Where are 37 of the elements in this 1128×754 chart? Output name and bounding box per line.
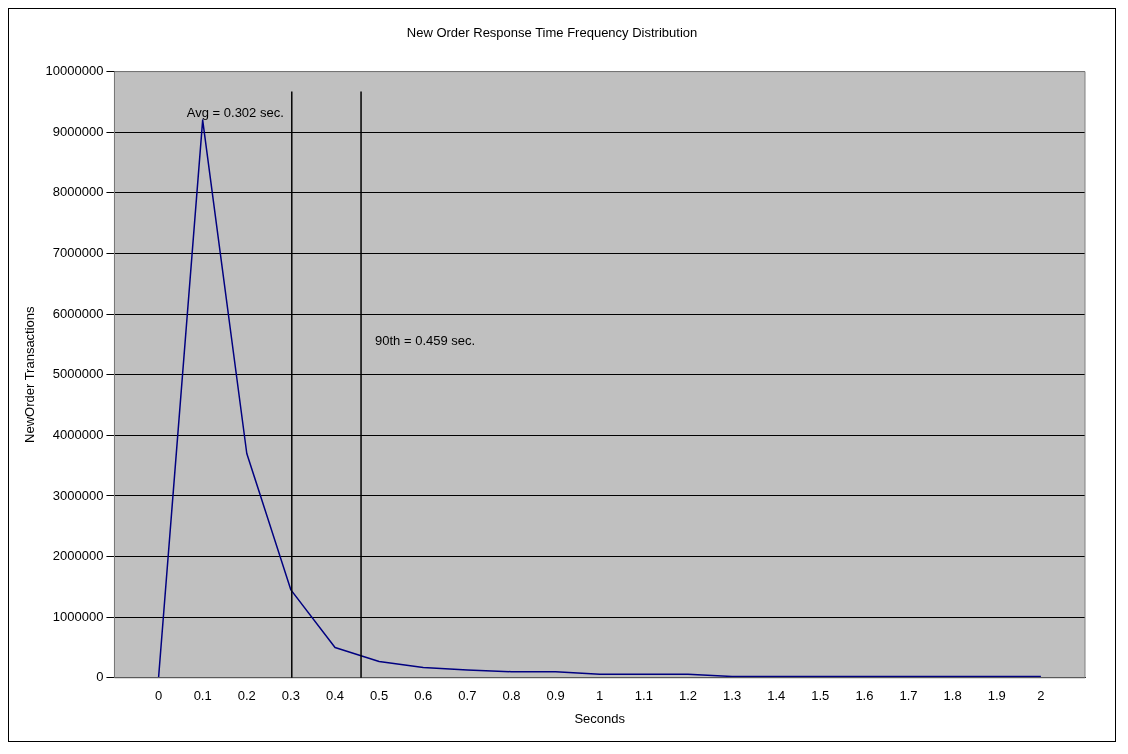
y-tick-label: 8000000 [52, 184, 104, 200]
x-tick-label: 0.9 [546, 688, 565, 704]
x-tick-label: 0.6 [414, 688, 433, 704]
x-tick-label: 0.3 [281, 688, 300, 704]
ref-line-label: Avg = 0.302 sec. [186, 105, 284, 121]
x-tick-label: 1.6 [855, 688, 874, 704]
x-tick-label: 0.4 [325, 688, 345, 704]
x-tick-label: 1.7 [899, 688, 918, 704]
y-tick-label: 5000000 [52, 366, 104, 382]
x-tick-label: 1.1 [634, 688, 653, 704]
x-tick-label: 2 [1037, 688, 1045, 704]
x-tick-label: 1.5 [811, 688, 830, 704]
x-tick-label: 1.4 [767, 688, 786, 704]
y-tick-label: 3000000 [52, 487, 104, 503]
y-tick-label: 0 [96, 669, 104, 685]
x-axis-title: Seconds [574, 710, 626, 726]
x-tick-label: 0.2 [237, 688, 256, 704]
y-tick-label: 1000000 [52, 608, 104, 624]
y-tick-label: 6000000 [52, 305, 104, 321]
y-tick-label: 9000000 [52, 123, 104, 139]
x-tick-label: 1.8 [943, 688, 962, 704]
chart-title: New Order Response Time Frequency Distribution [406, 25, 698, 41]
y-tick-label: 2000000 [52, 548, 104, 564]
x-tick-label: 0.7 [458, 688, 477, 704]
x-tick-label: 1 [596, 688, 604, 704]
y-tick-label: 10000000 [45, 63, 104, 79]
ref-line-label: 90th = 0.459 sec. [375, 333, 476, 349]
x-tick-label: 0.5 [370, 688, 389, 704]
x-tick-label: 1.9 [987, 688, 1006, 704]
x-tick-label: 0 [154, 688, 163, 704]
y-axis-title: NewOrder Transactions [22, 305, 38, 443]
y-tick-label: 7000000 [52, 245, 104, 261]
x-tick-label: 1.3 [723, 688, 742, 704]
y-tick-label: 4000000 [52, 426, 104, 442]
x-tick-label: 1.2 [678, 688, 697, 704]
x-tick-label: 0.8 [502, 688, 521, 704]
x-tick-label: 0.1 [193, 688, 212, 704]
